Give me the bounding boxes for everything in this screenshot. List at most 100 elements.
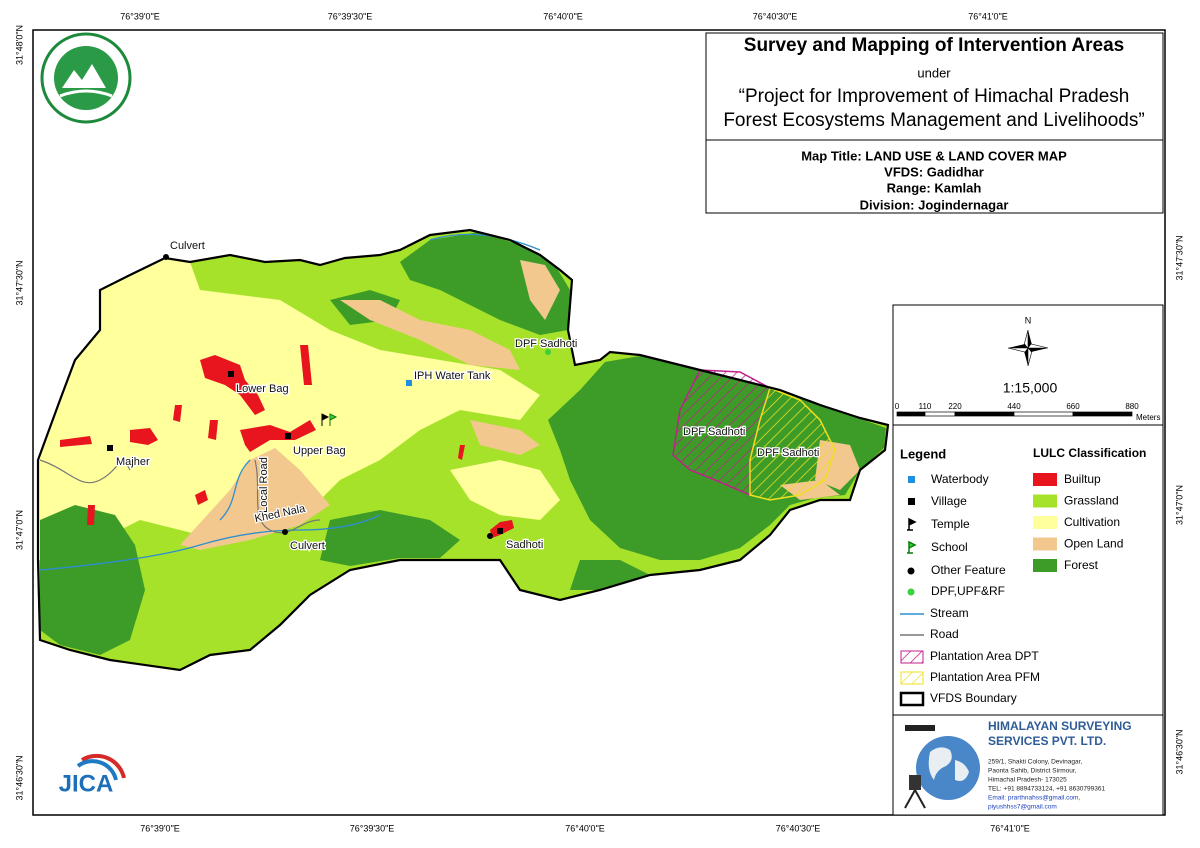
land-cover-patch xyxy=(300,345,312,385)
legend-symbol xyxy=(907,540,917,554)
stream xyxy=(39,514,381,571)
land-cover-patch xyxy=(200,355,265,415)
scale-segment xyxy=(1013,411,1074,417)
address-line: TEL: +91 8894733124, +91 8630799361 xyxy=(988,786,1105,793)
vfds: VFDS: Gadidhar xyxy=(884,164,984,179)
longitude-label: 76°40'30"E xyxy=(753,11,798,21)
scale-segment xyxy=(924,411,956,417)
north-arrow xyxy=(1007,329,1049,367)
legend-label: School xyxy=(931,540,968,554)
map-body: Culvert Majher Lower Bag Upper Bag IPH Water… xyxy=(36,228,890,672)
land-cover-patch xyxy=(180,448,330,550)
scale-bar: 0 110 220 440 660 880 Meters xyxy=(895,402,1161,422)
scale-tick-label: 440 xyxy=(1007,402,1021,411)
village xyxy=(107,445,113,451)
legend-title: Legend xyxy=(900,446,946,461)
temple xyxy=(321,413,330,426)
scale-segment xyxy=(1072,411,1133,417)
company-address: 259/1, Shakti Colony, Devinagar, Paonta S… xyxy=(988,759,1105,811)
map-title: Map Title: LAND USE & LAND COVER MAP xyxy=(801,148,1067,163)
place-label: Upper Bag xyxy=(293,445,346,457)
title: Survey and Mapping of Intervention Areas xyxy=(744,35,1124,56)
land-cover-patch xyxy=(240,420,316,452)
longitude-label: 76°41'0"E xyxy=(990,823,1030,833)
legend-symbol xyxy=(908,476,915,483)
legend-symbol xyxy=(900,671,924,685)
legend-symbol xyxy=(907,588,915,596)
other-feature xyxy=(282,529,288,535)
scale-segment xyxy=(954,411,1015,417)
place-label: DPF Sadhoti xyxy=(757,447,819,459)
longitude-label: 76°39'30"E xyxy=(350,823,395,833)
land-cover-patch xyxy=(520,260,560,320)
other-feature xyxy=(163,254,169,260)
address-line: Email: prarthnahss@gmail.com, xyxy=(988,795,1080,802)
longitude-label: 76°39'0"E xyxy=(120,11,160,21)
land-cover-patch xyxy=(450,460,560,520)
jica-logo xyxy=(76,753,126,781)
range: Range: Kamlah xyxy=(887,180,982,195)
latitude-label: 31°47'30"N xyxy=(1174,235,1184,280)
land-cover-patch xyxy=(130,428,158,445)
longitude-label: 76°40'30"E xyxy=(776,823,821,833)
vfds-boundary xyxy=(36,228,890,672)
longitude-label: 76°40'0"E xyxy=(565,823,605,833)
place-label: Local Road xyxy=(258,457,270,513)
longitude-label: 76°41'0"E xyxy=(968,11,1008,21)
legend-label: Plantation Area PFM xyxy=(930,670,1040,684)
legend-label: Plantation Area DPT xyxy=(930,649,1039,663)
land-cover-patch xyxy=(458,445,465,460)
village xyxy=(497,528,503,534)
scale-ratio: 1:15,000 xyxy=(1003,380,1058,396)
longitude-label: 76°40'0"E xyxy=(543,11,583,21)
waterbody xyxy=(406,380,412,386)
lulc-label: Grassland xyxy=(1064,494,1119,508)
stream xyxy=(429,233,541,251)
land-cover-patch xyxy=(190,255,320,295)
project-line: “Project for Improvement of Himachal Pra… xyxy=(739,86,1130,107)
legend-symbol xyxy=(900,650,924,664)
stream xyxy=(219,459,251,521)
land-cover-patch xyxy=(87,505,95,525)
lulc-label: Open Land xyxy=(1064,537,1123,551)
legend-label: Road xyxy=(930,627,959,641)
place-label: IPH Water Tank xyxy=(414,370,491,382)
place-label: DPF Sadhoti xyxy=(683,426,745,438)
scale-tick-label: 0 xyxy=(895,402,900,411)
project-line: Forest Ecosystems Management and Livelih… xyxy=(723,110,1144,131)
land-cover-patch xyxy=(195,490,208,505)
place-label: Culvert xyxy=(170,240,205,252)
side-panel xyxy=(892,304,1164,816)
address-line: 259/1, Shakti Colony, Devinagar, xyxy=(988,759,1082,766)
village xyxy=(228,371,234,377)
legend-symbol xyxy=(899,691,925,707)
company-logo xyxy=(904,725,980,809)
legend-label: Other Feature xyxy=(931,563,1006,577)
dpf-point xyxy=(545,349,551,355)
lulc-swatch xyxy=(1033,537,1057,551)
land-cover-patch xyxy=(38,258,540,560)
place-label: Lower Bag xyxy=(236,383,289,395)
legend-symbol xyxy=(908,498,915,505)
scale-tick-label: 110 xyxy=(919,402,932,411)
company-name: HIMALAYAN SURVEYING xyxy=(988,719,1132,733)
lulc-swatch xyxy=(1033,559,1057,572)
place-label: Culvert xyxy=(290,540,325,552)
lulc-swatch xyxy=(1033,516,1057,529)
legend-label: VFDS Boundary xyxy=(930,691,1017,705)
land-cover-patch xyxy=(340,300,520,370)
jica-text: JICA xyxy=(59,770,114,797)
latitude-label: 31°47'0"N xyxy=(14,510,24,550)
legend-symbol xyxy=(907,517,917,531)
road xyxy=(254,459,321,534)
forest-dept-logo xyxy=(40,32,132,124)
legend-label: Temple xyxy=(931,517,970,531)
land-cover-patch xyxy=(470,420,540,455)
lulc-swatch xyxy=(1033,473,1057,486)
land-cover-patch xyxy=(60,436,92,447)
north-label: N xyxy=(1025,315,1032,325)
land-cover-patch xyxy=(173,405,182,422)
lulc-title: LULC Classification xyxy=(1033,446,1146,460)
legend-label: Waterbody xyxy=(931,472,989,486)
